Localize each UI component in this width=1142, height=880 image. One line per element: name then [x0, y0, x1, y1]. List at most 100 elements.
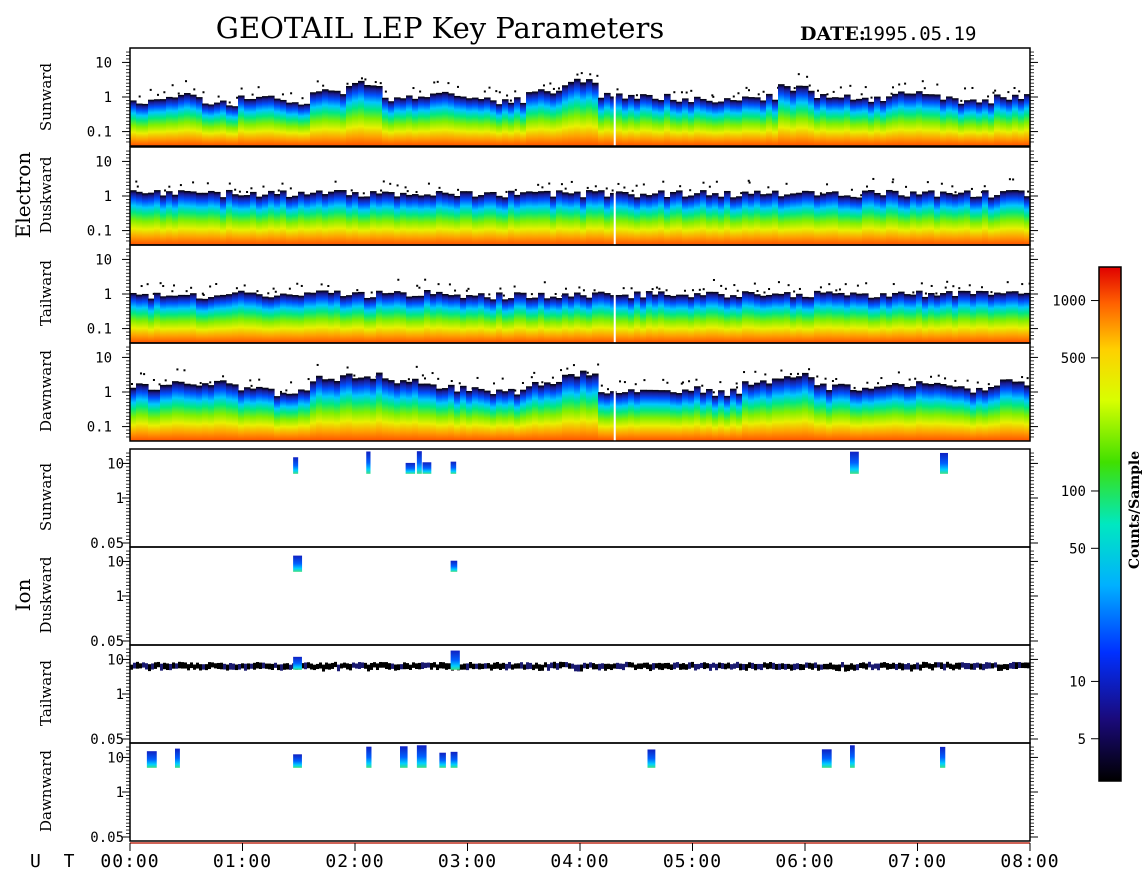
ion-band-segment [565, 662, 568, 668]
electron-spectrum-column [508, 298, 515, 343]
electron-spectrum-column [310, 92, 317, 146]
electron-spectrum-column [640, 389, 647, 441]
electron-noise-speck [136, 185, 139, 188]
electron-spectrum-column [946, 291, 953, 343]
electron-noise-speck [992, 91, 995, 94]
electron-spectrum-column [652, 294, 659, 343]
electron-noise-speck [327, 284, 330, 287]
electron-spectrum-column [850, 292, 857, 343]
ion-band-segment [157, 661, 160, 668]
ion-burst [405, 462, 416, 474]
ion-band-segment [238, 664, 241, 670]
electron-spectrum-column [580, 370, 587, 441]
electron-spectrum-column [838, 97, 845, 146]
electron-spectrum-column [550, 296, 557, 343]
electron-noise-speck [720, 284, 723, 287]
electron-spectrum-column [748, 384, 755, 441]
electron-noise-speck [240, 87, 243, 90]
electron-noise-speck [495, 90, 498, 93]
electron-spectrum-column [256, 196, 263, 245]
electron-spectrum-column [1012, 291, 1019, 343]
ion-burst [647, 749, 656, 768]
electron-noise-speck [346, 82, 349, 85]
electron-spectrum-column [160, 99, 167, 146]
ion-band-segment [259, 662, 262, 669]
electron-spectrum-column [286, 102, 293, 146]
electron-noise-speck [682, 381, 685, 384]
ion-band-segment [556, 663, 559, 670]
electron-spectrum-column [838, 195, 845, 245]
ion-band-segment [772, 662, 775, 670]
ion-band-segment [715, 663, 718, 671]
ion-band-segment [901, 663, 904, 671]
electron-spectrum-column [622, 98, 629, 146]
ion-band-segment [799, 664, 802, 671]
ion-band-segment [223, 663, 226, 670]
electron-spectrum-column [964, 388, 971, 441]
electron-noise-speck [171, 290, 174, 293]
electron-noise-speck [537, 183, 540, 186]
electron-spectrum-column [226, 294, 233, 343]
electron-spectrum-column [934, 196, 941, 245]
ion-band-segment [661, 663, 664, 671]
ion-band-segment [289, 664, 292, 670]
electron-spectrum-column [238, 195, 245, 245]
electron-noise-speck [623, 186, 626, 189]
electron-noise-speck [688, 380, 691, 383]
electron-spectrum-column [280, 99, 287, 146]
electron-noise-speck [334, 180, 337, 183]
ion-band-segment [217, 662, 220, 669]
panel-label-ion-dawnward: Dawnward [37, 750, 55, 832]
electron-spectrum-column [826, 192, 833, 245]
electron-noise-speck [920, 282, 923, 285]
electron-spectrum-column [130, 387, 137, 441]
ion-band-segment [595, 664, 598, 670]
electron-spectrum-column [880, 293, 887, 343]
electron-spectrum-column [148, 192, 155, 245]
electron-noise-speck [832, 90, 835, 93]
electron-spectrum-column [760, 295, 767, 343]
x-tick-label: 04:00 [550, 851, 609, 872]
electron-noise-speck [702, 288, 705, 291]
y-tick-label: 0.05 [90, 830, 124, 846]
x-tick-label: 08:00 [1000, 851, 1059, 872]
electron-spectrum-column [580, 82, 587, 146]
ion-band-segment [169, 663, 172, 671]
electron-spectrum-column [538, 89, 545, 146]
ion-burst [293, 457, 299, 474]
ion-band-segment [730, 664, 733, 670]
electron-spectrum-column [808, 90, 815, 146]
electron-spectrum-column [856, 390, 863, 441]
ion-band-segment [436, 664, 439, 671]
electron-spectrum-column [598, 291, 605, 343]
ion-band-segment [430, 662, 433, 670]
electron-spectrum-column [268, 95, 275, 146]
ion-band-segment [682, 663, 685, 670]
ion-burst [175, 748, 180, 768]
electron-spectrum-column [634, 291, 641, 343]
electron-noise-speck [560, 183, 563, 186]
electron-noise-speck [164, 189, 167, 192]
electron-spectrum-column [658, 190, 665, 245]
electron-noise-speck [935, 292, 938, 295]
ion-band-segment [973, 663, 976, 670]
ion-band-segment [241, 663, 244, 669]
electron-spectrum-column [412, 378, 419, 441]
electron-spectrum-column [178, 190, 185, 245]
electron-noise-speck [433, 81, 436, 84]
electron-noise-speck [642, 183, 645, 186]
data-gap [613, 88, 616, 146]
ion-band-segment [739, 663, 742, 671]
electron-spectrum-column [718, 101, 725, 146]
electron-spectrum-column [886, 384, 893, 441]
electron-noise-speck [437, 283, 440, 286]
electron-spectrum-column [490, 394, 497, 441]
ion-panel-dawnward: 10 1 0.05 [90, 742, 1038, 846]
ion-band-segment [535, 662, 538, 669]
electron-spectrum-column [814, 98, 821, 146]
electron-spectrum-column [220, 294, 227, 343]
electron-spectrum-column [292, 195, 299, 245]
electron-noise-speck [162, 285, 165, 288]
electron-spectrum-column [982, 390, 989, 441]
ion-band-segment [394, 664, 397, 671]
